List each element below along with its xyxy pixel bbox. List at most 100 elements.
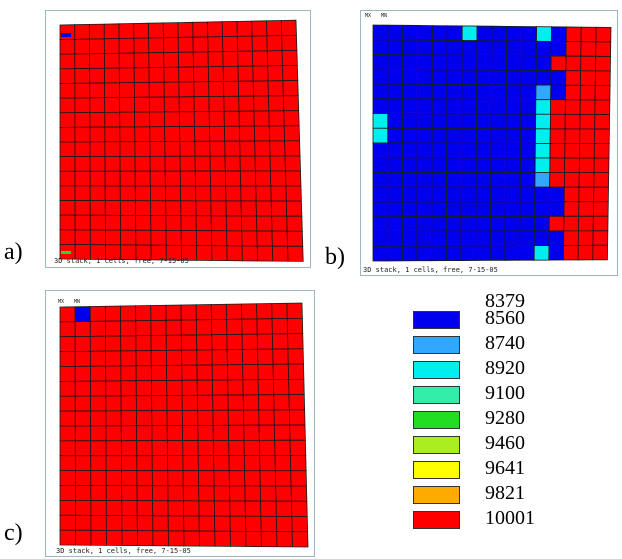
mesh-cell — [550, 84, 567, 101]
mesh-cell — [151, 380, 168, 396]
mesh-cell — [245, 515, 262, 532]
mesh-cell — [272, 378, 290, 396]
mesh-cell — [105, 410, 122, 427]
mesh-cell — [195, 230, 213, 246]
mesh-cell — [181, 394, 199, 411]
mesh-cell — [241, 348, 259, 366]
mesh-cell — [241, 245, 259, 262]
mesh-cell — [167, 530, 185, 547]
mesh-cell — [243, 455, 261, 472]
mesh-cell — [387, 39, 404, 56]
mesh-cell — [121, 485, 138, 502]
mesh-cell — [579, 99, 596, 115]
mesh-cell — [387, 83, 404, 100]
mesh-cell — [387, 157, 403, 173]
mesh-cell — [165, 349, 183, 366]
mesh-cell — [167, 515, 185, 532]
mesh-cell — [504, 230, 521, 247]
mesh-cell — [271, 245, 289, 262]
mesh-cell — [240, 215, 258, 232]
mesh-cell — [195, 185, 212, 202]
mesh-cell — [59, 156, 76, 172]
mesh-cell — [89, 350, 107, 367]
mesh-cell — [550, 40, 567, 57]
panel-a-label: a) — [4, 239, 23, 265]
mesh-cell — [387, 68, 404, 85]
mesh-cell — [134, 170, 151, 187]
mesh-cell — [225, 303, 243, 320]
mesh-cell — [271, 333, 289, 350]
mesh-cell — [225, 200, 242, 217]
mesh-cell — [74, 141, 91, 157]
mesh-cell — [166, 410, 183, 426]
mesh-cell — [210, 185, 227, 202]
mesh-cell — [549, 143, 566, 159]
panel-b-frame: MX MN 3D stack, 1 cells, free, 7-15-05 — [360, 10, 618, 276]
mesh-cell — [120, 335, 137, 352]
corner-mark: MN — [74, 299, 80, 305]
mesh-cell — [182, 470, 200, 487]
mesh-cell — [59, 395, 76, 412]
mesh-cell — [197, 409, 214, 426]
mesh-cell — [74, 229, 91, 246]
mesh-cell — [194, 140, 211, 157]
mesh-cell — [207, 21, 223, 38]
mesh-cell — [90, 380, 107, 397]
mesh-cell — [104, 52, 120, 69]
mesh-cell — [196, 394, 214, 411]
mesh-cell — [490, 216, 506, 232]
mesh-cell — [461, 157, 477, 173]
panel-c-mesh: MX MN — [58, 299, 309, 548]
mesh-cell — [505, 128, 522, 144]
mesh-cell — [59, 126, 76, 143]
panel-c-caption: 3D stack, 1 cells, free, 7-15-05 — [56, 547, 191, 555]
mesh-cell — [564, 99, 581, 115]
mesh-cell — [90, 500, 107, 516]
mesh-cell — [119, 126, 136, 143]
mesh-cell — [134, 96, 150, 113]
mesh-cell — [120, 229, 137, 246]
mesh-cell — [283, 125, 301, 142]
mesh-cell — [183, 530, 200, 547]
mesh-cell — [149, 155, 166, 172]
corner-mark: MN — [381, 13, 387, 19]
mesh-cell — [372, 201, 389, 218]
mesh-cell — [592, 215, 609, 232]
mesh-cell — [209, 125, 226, 142]
mesh-cell — [536, 26, 552, 42]
mesh-cell — [401, 245, 418, 262]
mesh-cell — [198, 500, 215, 517]
mesh-cell — [533, 230, 550, 246]
mesh-cell — [75, 500, 92, 516]
mesh-cell — [476, 84, 492, 100]
mesh-cell — [460, 230, 477, 247]
mesh-cell — [272, 363, 290, 380]
mesh-cell — [240, 185, 257, 202]
mesh-cell — [210, 200, 227, 217]
mesh-cell — [167, 455, 184, 472]
mesh-cell — [244, 500, 262, 517]
mesh-cell — [579, 114, 596, 130]
mesh-cell — [276, 531, 293, 548]
mesh-cell — [229, 485, 246, 502]
mesh-cell — [75, 514, 92, 531]
corner-mark: MX — [58, 299, 64, 305]
mesh-cell — [431, 201, 447, 218]
mesh-cell — [252, 65, 269, 82]
mesh-cell — [211, 245, 228, 262]
mesh-cell — [475, 157, 492, 173]
mesh-cell — [564, 113, 581, 130]
mesh-cell — [241, 333, 258, 350]
mesh-cell — [288, 378, 305, 396]
mesh-cell — [402, 186, 418, 203]
mesh-cell — [89, 229, 106, 246]
mesh-cell — [59, 529, 76, 546]
mesh-cell — [178, 111, 195, 127]
mesh-cell — [120, 365, 137, 382]
mesh-cell — [446, 69, 463, 85]
mesh-cell — [280, 19, 297, 36]
mesh-cell — [446, 54, 463, 71]
mesh-cell — [387, 113, 403, 129]
mesh-cell — [445, 245, 462, 262]
mesh-cell — [402, 83, 418, 100]
